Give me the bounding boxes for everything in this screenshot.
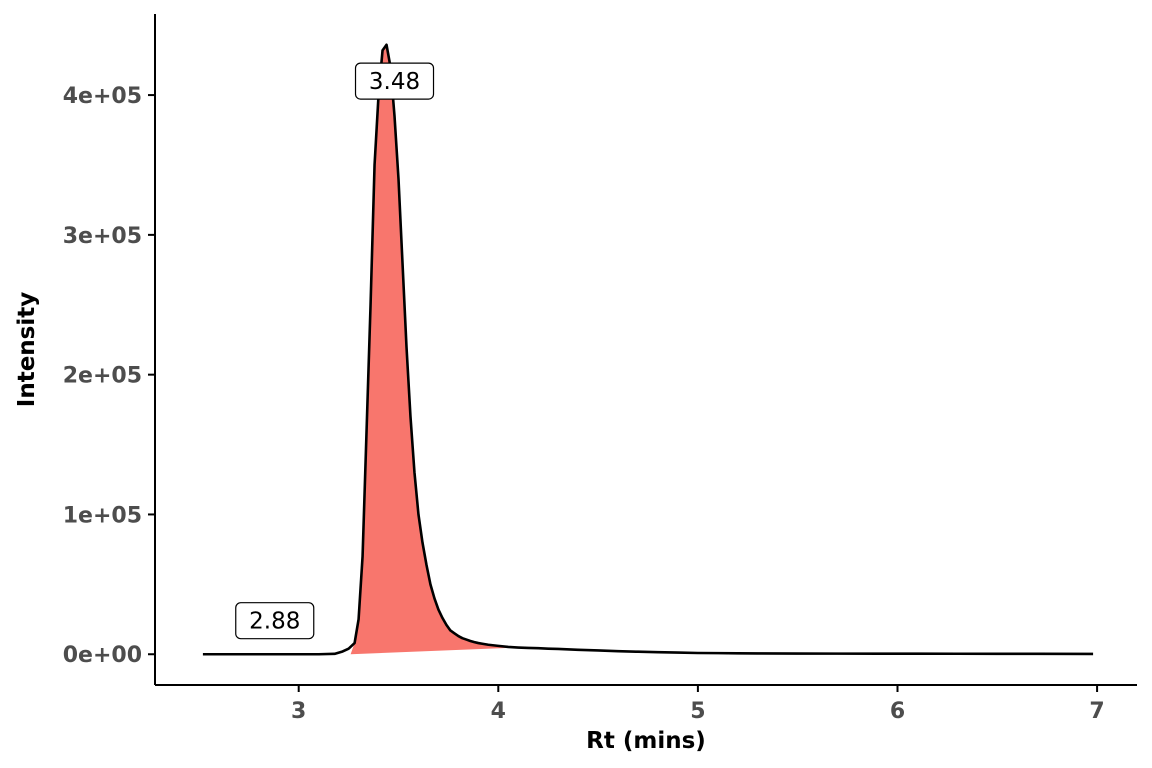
y-tick-label: 1e+05: [63, 503, 142, 528]
peak-label-text: 3.48: [369, 69, 420, 95]
peak-label: 2.88: [235, 602, 315, 640]
x-ticks: 3 4 5 6 7: [291, 685, 1105, 724]
peak-fill-layer: [350, 44, 519, 655]
peak-label-box: [235, 602, 315, 640]
x-tick-label: 4: [491, 699, 506, 724]
peak-label-text: 2.88: [249, 609, 300, 635]
y-tick-label: 0e+00: [63, 643, 142, 668]
x-tick-label: 5: [690, 699, 705, 724]
peak-label-box: [354, 62, 435, 100]
x-axis-title: Rt (mins): [586, 728, 706, 754]
x-tick-label: 6: [890, 699, 905, 724]
y-tick-label: 4e+05: [63, 84, 142, 109]
trace-line-layer: [202, 43, 1094, 656]
y-axis-title: Intensity: [14, 292, 40, 407]
y-ticks: 0e+00 1e+05 2e+05 3e+05 4e+05: [63, 84, 155, 668]
peak-area: [350, 44, 519, 655]
peak-annotations: 3.48 2.88: [235, 62, 435, 640]
chromatogram-trace: [202, 43, 1094, 656]
axes-layer: [154, 14, 1137, 686]
y-tick-label: 3e+05: [63, 224, 142, 249]
x-tick-label: 7: [1089, 699, 1104, 724]
x-tick-label: 3: [291, 699, 306, 724]
peak-label: 3.48: [354, 62, 435, 100]
y-tick-label: 2e+05: [63, 364, 142, 389]
